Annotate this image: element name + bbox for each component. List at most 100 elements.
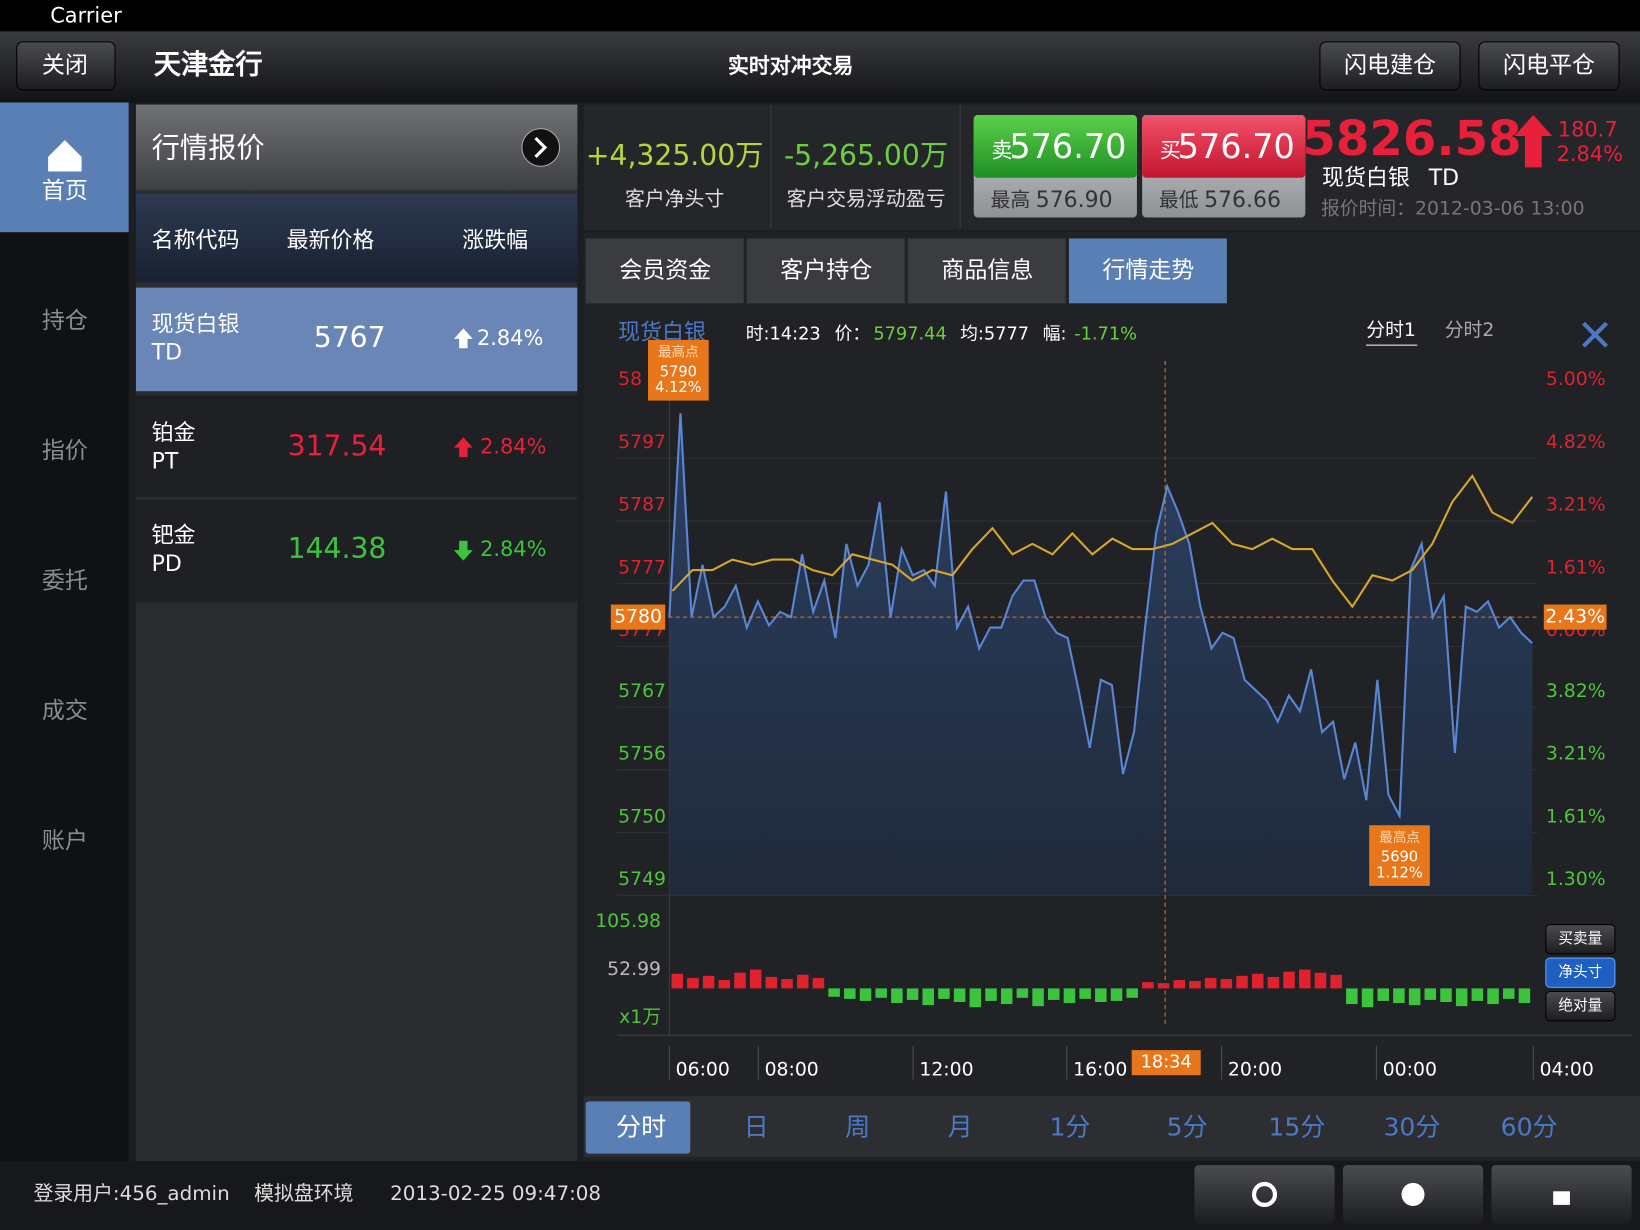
x-tick-label: 12:00 — [919, 1059, 973, 1080]
quote-time: 报价时间：2012-03-06 13:00 — [1321, 198, 1585, 220]
volume-bar — [734, 972, 746, 989]
volume-bar — [702, 975, 715, 989]
lock-icon — [1553, 1191, 1570, 1205]
volume-bar — [1330, 974, 1342, 989]
volume-bar — [796, 974, 809, 989]
cursor-time: 时:14:23 — [746, 324, 821, 345]
y2-tick-label: 1.30% — [1546, 869, 1606, 890]
net-position: +4,325.00万 — [586, 139, 764, 172]
high-price: 576.90 — [1036, 188, 1113, 213]
y2-tick-label: 5.00% — [1546, 369, 1606, 390]
cursor-time-box — [1131, 1050, 1201, 1076]
volume-bar — [906, 988, 919, 1000]
volume-bar — [844, 988, 856, 999]
close-button[interactable] — [16, 41, 116, 91]
period-tab: 60分 — [1501, 1113, 1558, 1142]
current-price: 5780 — [614, 607, 662, 628]
cursor-time-label: 18:34 — [1141, 1052, 1192, 1073]
volume-bar — [1471, 988, 1484, 1001]
volume-bar — [1189, 981, 1201, 989]
tab[interactable] — [1068, 238, 1227, 304]
quick-close-button[interactable] — [1478, 41, 1620, 91]
tab-label: 行情走势 — [1102, 257, 1194, 283]
volume-bar — [1142, 982, 1154, 989]
quote-panel-header — [135, 104, 578, 191]
change: 2.84% — [480, 435, 546, 459]
current-pct-box — [1543, 604, 1607, 630]
quote-row[interactable] — [135, 395, 578, 497]
fullscreen-icon — [1582, 321, 1609, 348]
button-label: 闪电平仓 — [1503, 52, 1595, 78]
volume-mode[interactable] — [1545, 924, 1616, 955]
quote-row[interactable] — [135, 499, 578, 603]
volume-bar — [1032, 988, 1044, 1007]
cursor-price: 5797.44 — [873, 324, 946, 345]
volume-bar — [922, 988, 935, 1006]
volume-bar — [1314, 972, 1327, 989]
x-tick-label: 00:00 — [1383, 1059, 1437, 1080]
volume-label: 52.99 — [607, 959, 661, 980]
period-tab: 日 — [744, 1113, 769, 1142]
link-icon — [1251, 1181, 1278, 1207]
environment: 模拟盘环境 — [254, 1182, 353, 1205]
floating-pnl: -5,265.00万 — [784, 139, 948, 172]
volume-bar — [1487, 988, 1499, 1005]
quote-more-button[interactable] — [521, 128, 561, 167]
period-active[interactable] — [585, 1101, 691, 1154]
period-tab: 周 — [845, 1113, 870, 1142]
volume-bar — [1283, 971, 1295, 989]
volume-mode[interactable] — [1545, 957, 1616, 988]
tab[interactable] — [907, 238, 1066, 304]
link-button[interactable] — [1194, 1165, 1335, 1224]
quick-open-button[interactable] — [1319, 41, 1461, 91]
brand: 天津金行 — [154, 48, 263, 80]
mode-tab: 分时2 — [1445, 319, 1495, 341]
period-tab: 30分 — [1383, 1113, 1440, 1142]
volume-bar — [1236, 975, 1248, 989]
price-line — [668, 413, 1533, 820]
volume-bar — [812, 977, 825, 989]
y-tick-label: 5756 — [618, 744, 666, 765]
sidebar — [0, 102, 129, 1161]
volume-bar — [1267, 976, 1280, 989]
volume-bar — [1502, 988, 1515, 999]
current-pct: 2.43% — [1545, 607, 1605, 628]
volume-bar — [1346, 988, 1358, 1005]
volume-bar — [1440, 988, 1452, 1002]
volume-bar — [1377, 988, 1389, 1001]
nav-label: 账户 — [42, 828, 88, 854]
volume-mode[interactable] — [1545, 991, 1616, 1022]
volume-bar — [781, 978, 793, 989]
x-tick-label: 06:00 — [676, 1059, 730, 1080]
volume-bar — [1157, 983, 1170, 989]
y-tick-label: 5750 — [618, 806, 666, 827]
home-icon — [48, 140, 82, 172]
volume-bar — [1126, 988, 1138, 998]
nav-label: 持仓 — [42, 308, 88, 334]
volume-unit: x1万 — [619, 1007, 661, 1028]
volume-bar — [1110, 988, 1123, 1001]
marker-title: 最高点 — [1379, 829, 1420, 846]
tab[interactable] — [746, 238, 905, 304]
volume-bar — [875, 988, 887, 998]
status-bar — [0, 0, 1640, 32]
period-tab: 分时 — [616, 1113, 666, 1142]
volume-bar — [1220, 978, 1233, 989]
volume-bar — [1204, 977, 1217, 989]
sell-top — [973, 115, 1137, 178]
price: 144.38 — [288, 532, 387, 565]
marker-value: 5790 — [660, 363, 697, 380]
amp-label: 幅: — [1043, 324, 1067, 345]
spot-pct: 2.84% — [1557, 142, 1623, 166]
instrument-code: TD — [151, 341, 182, 366]
y2-tick-label: 3.21% — [1546, 744, 1606, 765]
close-label: 关闭 — [42, 52, 88, 78]
x-tick-label: 08:00 — [765, 1059, 819, 1080]
tab[interactable] — [585, 238, 744, 304]
price-area — [669, 413, 1533, 895]
quote-row-selected[interactable] — [135, 287, 578, 392]
y-tick-label: 58 — [618, 369, 642, 390]
floating-pnl-label: 客户交易浮动盈亏 — [787, 187, 946, 210]
trend-arrow — [453, 328, 473, 349]
